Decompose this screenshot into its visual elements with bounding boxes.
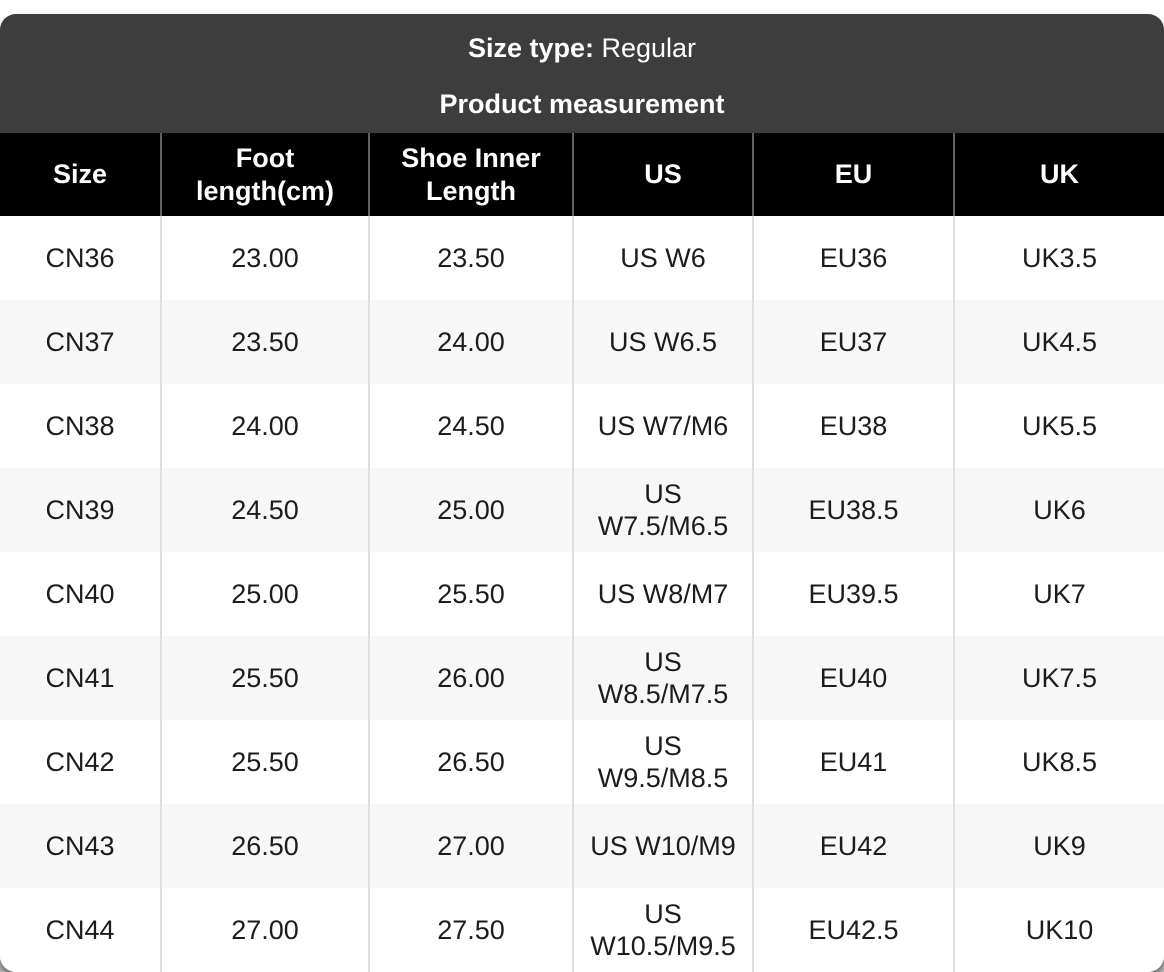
table-cell: 25.50 (160, 636, 368, 720)
table-row: CN39 24.50 25.00 US W7.5/M6.5 EU38.5 UK6 (0, 468, 1164, 552)
size-table-body: CN36 23.00 23.50 US W6 EU36 UK3.5 CN37 23.50 24.… (0, 216, 1164, 972)
table-cell: US W8/M7 (572, 552, 752, 636)
table-cell: UK7.5 (953, 636, 1164, 720)
product-measurement-title: Product measurement (439, 89, 725, 119)
table-cell: 24.50 (160, 468, 368, 552)
size-type-value: Regular (601, 33, 697, 63)
table-cell: UK5.5 (953, 384, 1164, 468)
table-cell: 23.50 (368, 216, 572, 300)
table-cell: 27.00 (160, 888, 368, 972)
table-cell: UK4.5 (953, 300, 1164, 384)
table-cell: 25.00 (160, 552, 368, 636)
table-cell: US W7.5/M6.5 (572, 468, 752, 552)
table-cell: 27.50 (368, 888, 572, 972)
size-chart-card: Size type: Regular Product measurement S… (0, 14, 1164, 972)
table-cell: 25.00 (368, 468, 572, 552)
table-cell: 26.00 (368, 636, 572, 720)
table-cell: CN41 (0, 636, 160, 720)
table-cell: 27.00 (368, 804, 572, 888)
table-cell: CN36 (0, 216, 160, 300)
table-row: CN38 24.00 24.50 US W7/M6 EU38 UK5.5 (0, 384, 1164, 468)
size-chart-header: Size type: Regular Product measurement (0, 14, 1164, 133)
table-cell: US W6.5 (572, 300, 752, 384)
table-cell: 26.50 (160, 804, 368, 888)
table-cell: 24.50 (368, 384, 572, 468)
table-cell: EU36 (752, 216, 953, 300)
size-table-head: Size Foot length(cm) Shoe Inner Length U… (0, 133, 1164, 216)
table-cell: EU42 (752, 804, 953, 888)
table-cell: US W7/M6 (572, 384, 752, 468)
table-cell: UK3.5 (953, 216, 1164, 300)
table-cell: UK9 (953, 804, 1164, 888)
table-cell: US W9.5/M8.5 (572, 720, 752, 804)
table-cell: 25.50 (368, 552, 572, 636)
table-cell: CN43 (0, 804, 160, 888)
table-row: CN40 25.00 25.50 US W8/M7 EU39.5 UK7 (0, 552, 1164, 636)
table-cell: 23.00 (160, 216, 368, 300)
table-cell: 25.50 (160, 720, 368, 804)
table-cell: US W10/M9 (572, 804, 752, 888)
column-header-us: US (572, 133, 752, 216)
table-row: CN37 23.50 24.00 US W6.5 EU37 UK4.5 (0, 300, 1164, 384)
size-table: Size Foot length(cm) Shoe Inner Length U… (0, 133, 1164, 972)
column-header-shoe-inner-length: Shoe Inner Length (368, 133, 572, 216)
column-header-uk: UK (953, 133, 1164, 216)
table-cell: EU38 (752, 384, 953, 468)
size-type-line: Size type: Regular (0, 31, 1164, 65)
size-type-label: Size type: (467, 33, 594, 63)
table-cell: UK6 (953, 468, 1164, 552)
table-cell: CN42 (0, 720, 160, 804)
header-row: Size Foot length(cm) Shoe Inner Length U… (0, 133, 1164, 216)
column-header-eu: EU (752, 133, 953, 216)
table-cell: CN44 (0, 888, 160, 972)
table-cell: CN37 (0, 300, 160, 384)
table-cell: EU40 (752, 636, 953, 720)
column-header-foot-length: Foot length(cm) (160, 133, 368, 216)
table-cell: 24.00 (368, 300, 572, 384)
table-cell: UK8.5 (953, 720, 1164, 804)
table-cell: CN39 (0, 468, 160, 552)
table-cell: US W8.5/M7.5 (572, 636, 752, 720)
table-cell: US W6 (572, 216, 752, 300)
table-cell: EU41 (752, 720, 953, 804)
table-cell: 26.50 (368, 720, 572, 804)
table-cell: EU38.5 (752, 468, 953, 552)
table-cell: UK7 (953, 552, 1164, 636)
table-row: CN41 25.50 26.00 US W8.5/M7.5 EU40 UK7.5 (0, 636, 1164, 720)
column-header-size: Size (0, 133, 160, 216)
table-cell: 24.00 (160, 384, 368, 468)
table-cell: CN38 (0, 384, 160, 468)
table-row: CN42 25.50 26.50 US W9.5/M8.5 EU41 UK8.5 (0, 720, 1164, 804)
table-cell: 23.50 (160, 300, 368, 384)
table-cell: EU42.5 (752, 888, 953, 972)
table-cell: US W10.5/M9.5 (572, 888, 752, 972)
table-row: CN36 23.00 23.50 US W6 EU36 UK3.5 (0, 216, 1164, 300)
table-row: CN43 26.50 27.00 US W10/M9 EU42 UK9 (0, 804, 1164, 888)
table-row: CN44 27.00 27.50 US W10.5/M9.5 EU42.5 UK10 (0, 888, 1164, 972)
table-cell: UK10 (953, 888, 1164, 972)
table-cell: EU37 (752, 300, 953, 384)
table-cell: CN40 (0, 552, 160, 636)
table-cell: EU39.5 (752, 552, 953, 636)
